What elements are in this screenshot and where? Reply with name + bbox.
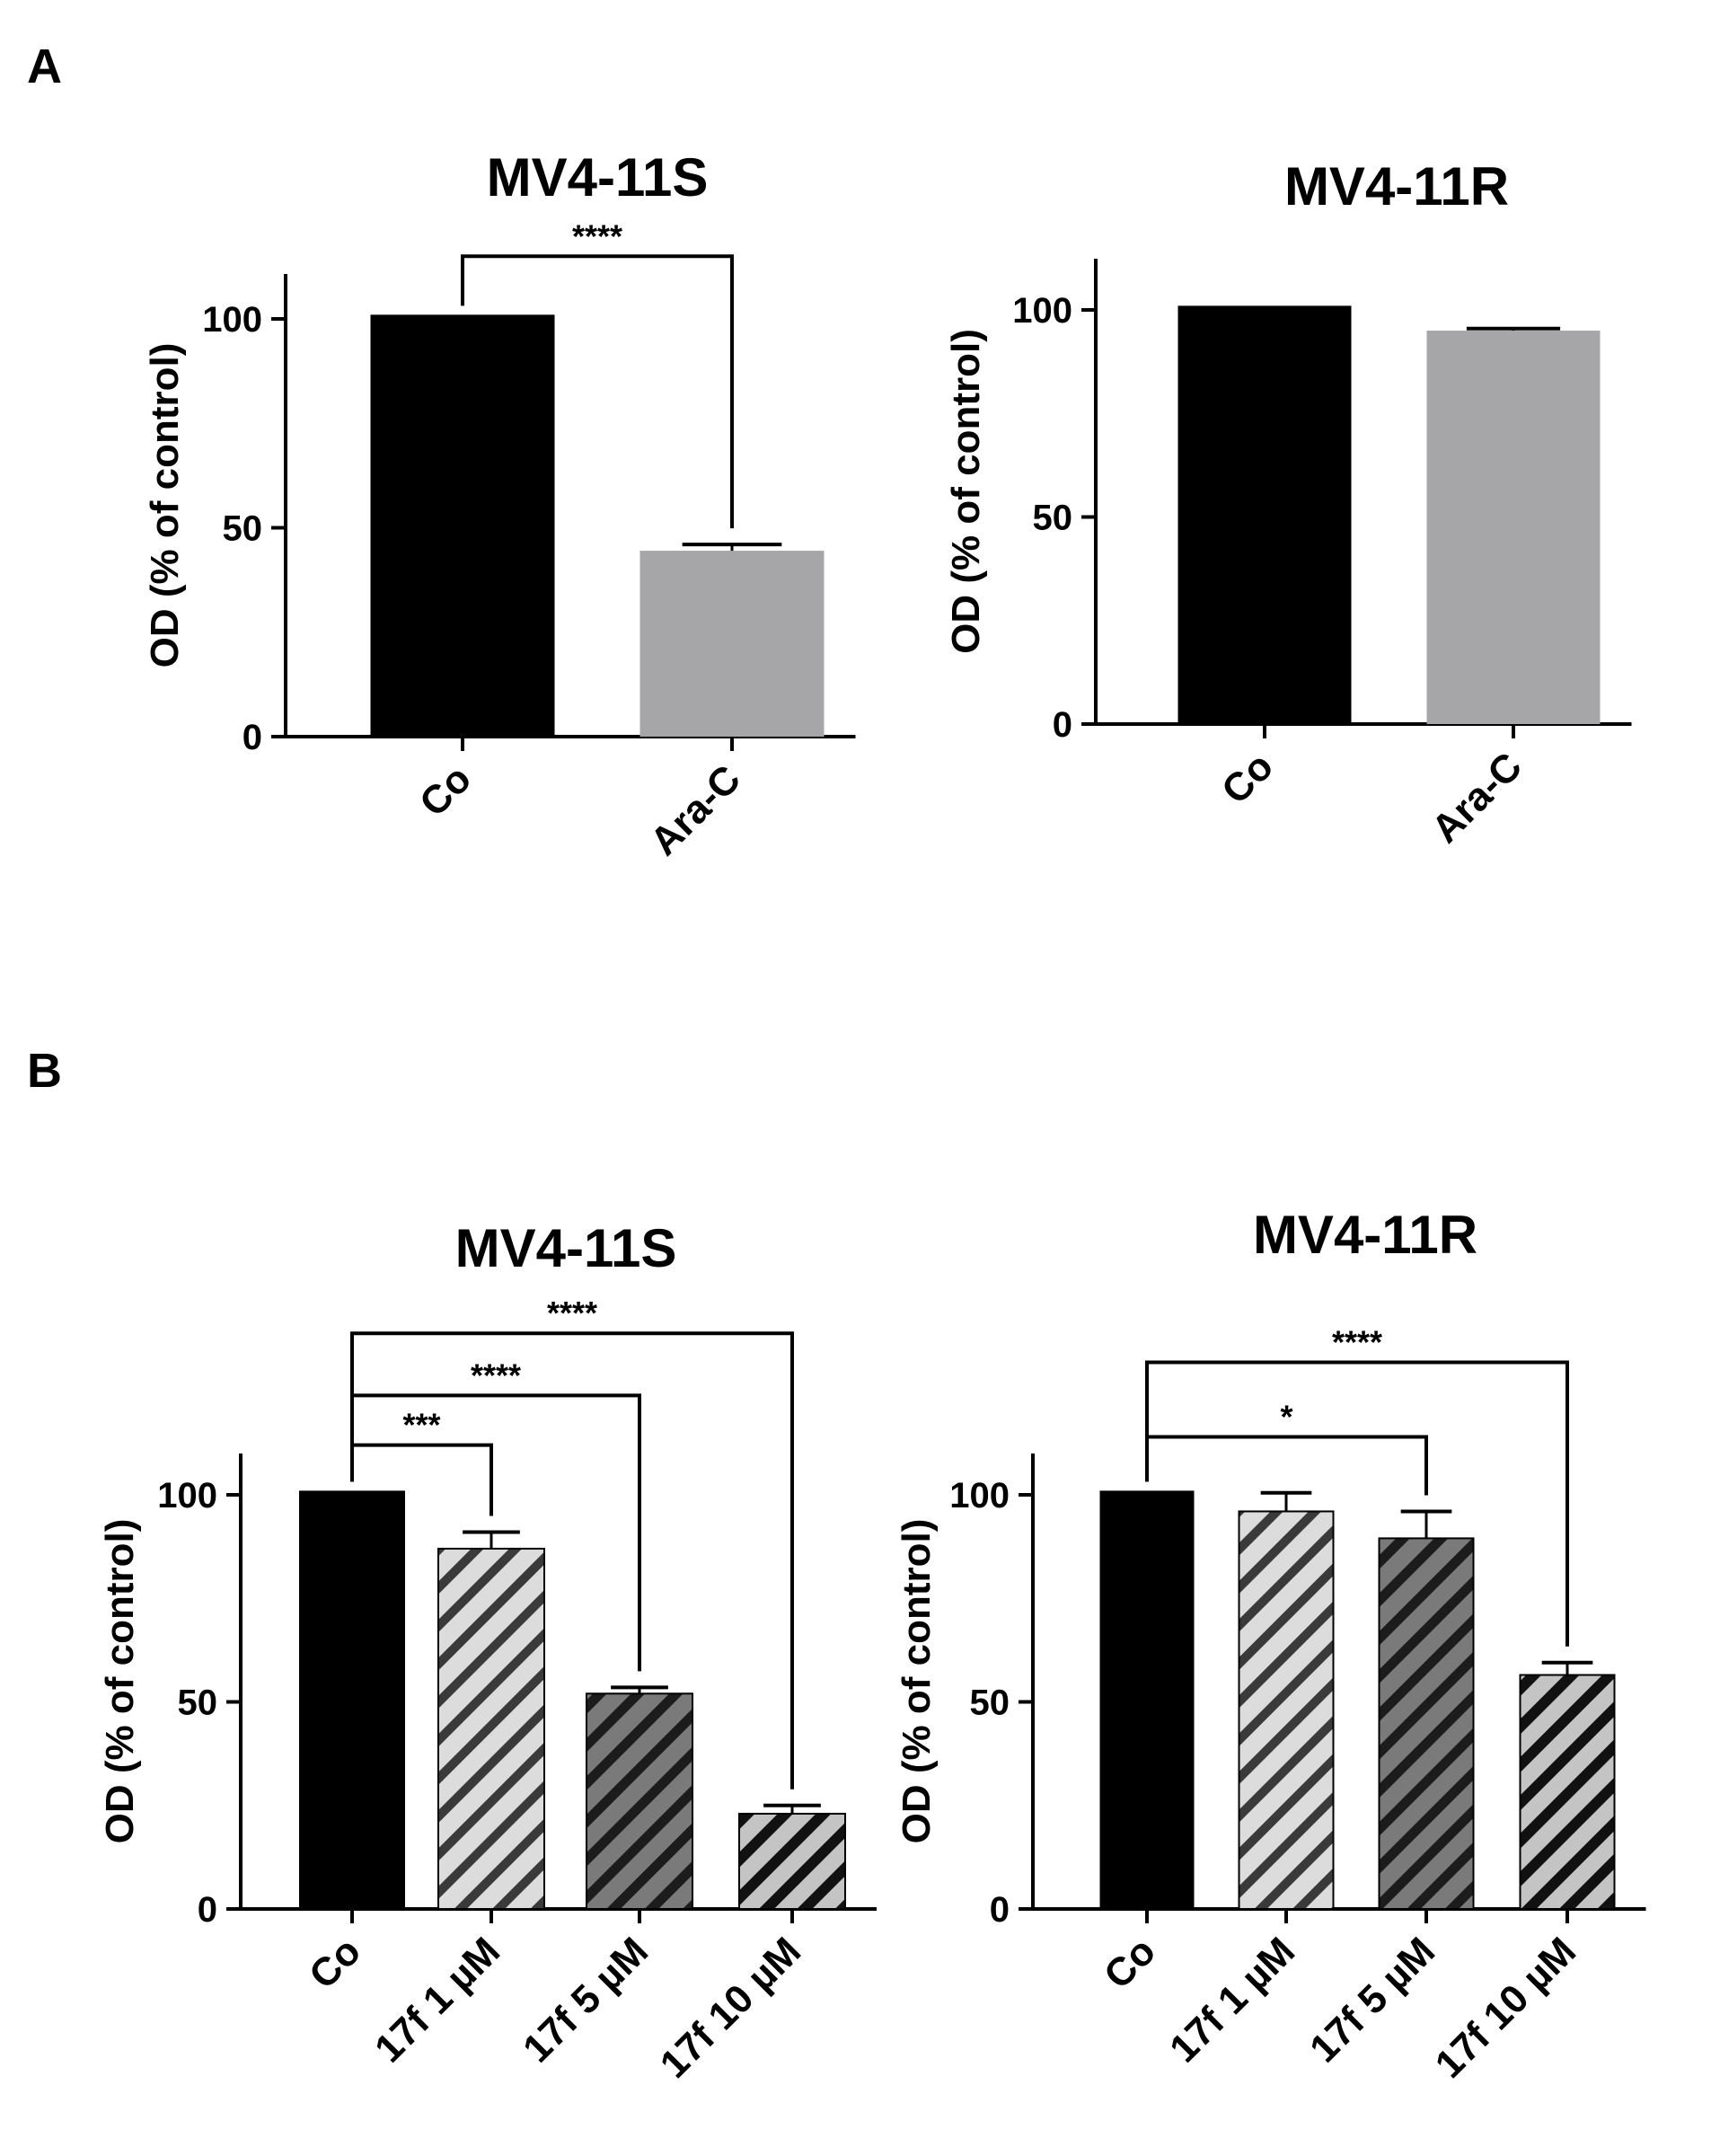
c0-category-label-0: Co — [411, 756, 480, 825]
c2-bar-1 — [437, 1547, 545, 1911]
c3-y-tick-label-2: 100 — [949, 1476, 1010, 1515]
c1-y-tick-label-0: 0 — [1053, 705, 1072, 745]
c0-chart-title: MV4-11S — [487, 147, 709, 208]
c2-category-label-3: 17f 10 µM — [652, 1929, 809, 2086]
chart-a-mv4-11r: MV4-11R OD (% of control) 0 50 100 Co Ara-C — [944, 156, 1632, 852]
c3-category-label-0: Co — [1096, 1929, 1164, 1997]
c3-bar-1 — [1238, 1510, 1335, 1910]
c3-category-label-3: 17f 10 µM — [1427, 1929, 1584, 2086]
c2-significance-bracket-2 — [350, 1331, 794, 1789]
panel-label-b: B — [27, 1044, 62, 1098]
c0-significance-bracket-0 — [461, 254, 734, 529]
c2-chart-title: MV4-11S — [455, 1218, 677, 1278]
c2-category-label-2: 17f 5 µM — [515, 1929, 657, 2071]
c2-significance-label-0: *** — [402, 1407, 440, 1444]
c1-category-label-0: Co — [1213, 744, 1282, 812]
c0-bar-1 — [639, 551, 825, 737]
c2-bar-2 — [586, 1692, 693, 1911]
c1-bar-1 — [1426, 331, 1601, 724]
c3-category-label-2: 17f 5 µM — [1301, 1929, 1443, 2071]
c2-category-label-1: 17f 1 µM — [366, 1929, 508, 2071]
c1-y-axis-label: OD (% of control) — [944, 329, 988, 654]
panel-label-a: A — [27, 40, 62, 93]
c3-y-tick-label-0: 0 — [990, 1890, 1010, 1930]
c2-bar-0 — [299, 1490, 405, 1909]
c0-significance-label-0: **** — [572, 217, 622, 254]
c3-category-label-1: 17f 1 µM — [1161, 1929, 1303, 2071]
c3-significance-bracket-1 — [1145, 1360, 1569, 1647]
c2-y-axis-label: OD (% of control) — [98, 1519, 142, 1844]
c2-category-label-0: Co — [301, 1929, 369, 1997]
chart-a-mv4-11s: MV4-11S OD (% of control) 0 50 100 Co Ara-C ***… — [143, 147, 856, 864]
c3-significance-label-1: **** — [1332, 1323, 1382, 1360]
c3-bar-0 — [1099, 1490, 1195, 1909]
c0-y-axis-label: OD (% of control) — [143, 343, 187, 668]
c1-y-tick-label-2: 100 — [1012, 291, 1072, 331]
c2-significance-label-1: **** — [471, 1356, 521, 1393]
c1-category-label-1: Ara-C — [1424, 744, 1530, 851]
c0-category-label-1: Ara-C — [642, 756, 749, 863]
c2-significance-label-2: **** — [547, 1294, 597, 1331]
c3-y-axis-label: OD (% of control) — [895, 1519, 939, 1844]
c2-y-tick-label-1: 50 — [178, 1683, 218, 1723]
c2-y-tick-label-2: 100 — [157, 1476, 217, 1515]
c2-bar-3 — [738, 1812, 846, 1910]
c3-significance-bracket-0 — [1145, 1435, 1428, 1496]
c0-y-tick-label-0: 0 — [243, 718, 262, 757]
c0-bar-0 — [370, 314, 555, 737]
c3-y-tick-label-1: 50 — [970, 1683, 1010, 1723]
c1-y-tick-label-1: 50 — [1033, 499, 1073, 538]
c3-bar-3 — [1519, 1674, 1616, 1911]
c1-chart-title: MV4-11R — [1284, 156, 1509, 216]
c3-chart-title: MV4-11R — [1253, 1205, 1477, 1265]
c1-bar-0 — [1177, 305, 1352, 724]
c3-significance-label-0: * — [1280, 1398, 1292, 1435]
c0-y-tick-label-1: 50 — [223, 509, 263, 549]
c2-y-tick-label-0: 0 — [198, 1890, 217, 1930]
c0-y-tick-label-2: 100 — [202, 300, 262, 340]
c3-bar-2 — [1378, 1537, 1475, 1911]
